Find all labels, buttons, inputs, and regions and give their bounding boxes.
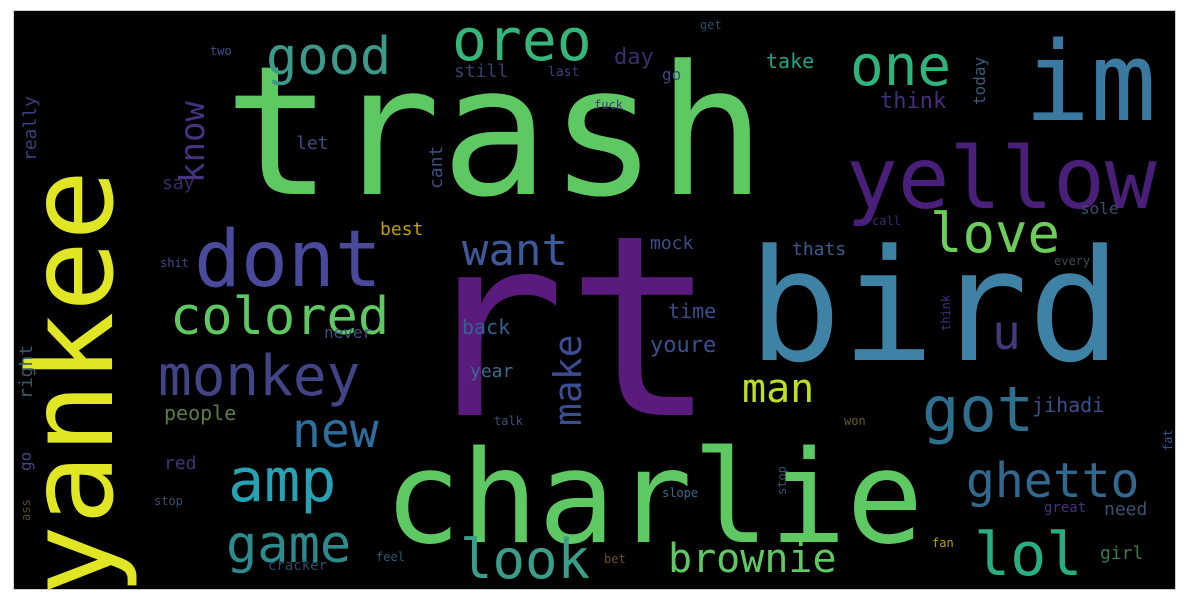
word-talk: talk [494,414,523,428]
word-never: never [324,323,373,342]
word-go-vertical: go [16,451,35,471]
word-sole: sole [1080,199,1119,218]
word-cant: cant [426,145,447,189]
word-yellow: yellow [846,129,1157,229]
word-fat: fat [1161,429,1175,451]
word-think: think [880,89,947,114]
word-thats: thats [792,239,847,260]
word-let: let [296,133,329,154]
word-good: good [266,27,392,87]
word-trash: trash [224,28,766,237]
word-won: won [844,414,866,428]
word-girl: girl [1100,543,1144,564]
word-rt: rt [414,182,718,475]
word-cracker: cracker [268,558,328,574]
word-bird: bird [748,216,1122,397]
word-get: get [700,18,722,32]
word-brownie: brownie [668,536,837,582]
word-colored: colored [170,287,390,347]
word-fuck: fuck [594,98,623,112]
word-charlie: charlie [384,424,924,573]
word-mock: mock [650,233,694,254]
word-right: right [16,344,37,399]
word-oreo: oreo [452,10,592,74]
word-slope: slope [662,486,699,500]
word-great: great [1044,500,1087,516]
word-fan: fan [932,536,954,550]
word-make: make [546,334,590,426]
word-back: back [462,315,511,339]
word-stop-vertical: stop [775,466,789,495]
word-bet: bet [604,552,626,566]
word-one: one [850,34,952,99]
word-monkey: monkey [158,344,361,409]
word-people: people [164,401,237,425]
word-every: every [1054,254,1091,268]
word-go: go [662,65,682,84]
word-day: day [614,45,654,70]
word-u: u [992,305,1021,361]
word-look: look [460,528,591,590]
word-im: im [1024,18,1157,146]
word-two: two [210,44,232,58]
word-ghetto: ghetto [966,453,1140,509]
word-shit: shit [160,256,189,270]
word-stop: stop [154,494,183,508]
word-got: got [922,373,1034,446]
word-love: love [930,202,1061,265]
word-know: know [173,101,213,183]
word-lol: lol [974,520,1083,590]
word-jihadi: jihadi [1032,393,1105,417]
word-year: year [470,361,514,382]
word-need: need [1104,499,1148,520]
word-red: red [164,453,197,474]
word-time: time [668,299,717,323]
word-game: game [226,515,352,575]
word-dont: dont [194,215,382,305]
word-best: best [380,219,424,240]
word-today: today [970,56,989,105]
word-feel: feel [376,550,405,564]
word-last: last [548,65,580,80]
word-youre: youre [650,333,717,358]
word-say: say [162,173,195,194]
word-want: want [462,225,568,276]
word-cloud: yankee rt trash bird charlie im yellow d… [13,10,1176,590]
word-really: really [20,95,41,161]
word-think-vertical: think [939,294,953,331]
word-call: call [872,214,901,228]
word-ass: ass [19,499,33,521]
word-amp: amp [228,446,337,516]
word-take: take [766,49,815,73]
word-still: still [454,61,509,82]
word-man: man [742,366,815,412]
word-new: new [292,403,379,459]
